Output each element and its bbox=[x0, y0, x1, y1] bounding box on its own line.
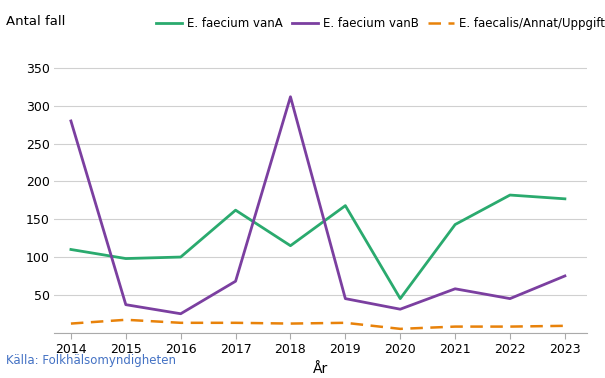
Text: Antal fall: Antal fall bbox=[6, 15, 65, 28]
X-axis label: År: År bbox=[313, 362, 329, 376]
Legend: E. faecium vanA, E. faecium vanB, E. faecalis/Annat/Uppgift saknas: E. faecium vanA, E. faecium vanB, E. fae… bbox=[156, 17, 605, 30]
Text: Källa: Folkhälsomyndigheten: Källa: Folkhälsomyndigheten bbox=[6, 354, 176, 367]
